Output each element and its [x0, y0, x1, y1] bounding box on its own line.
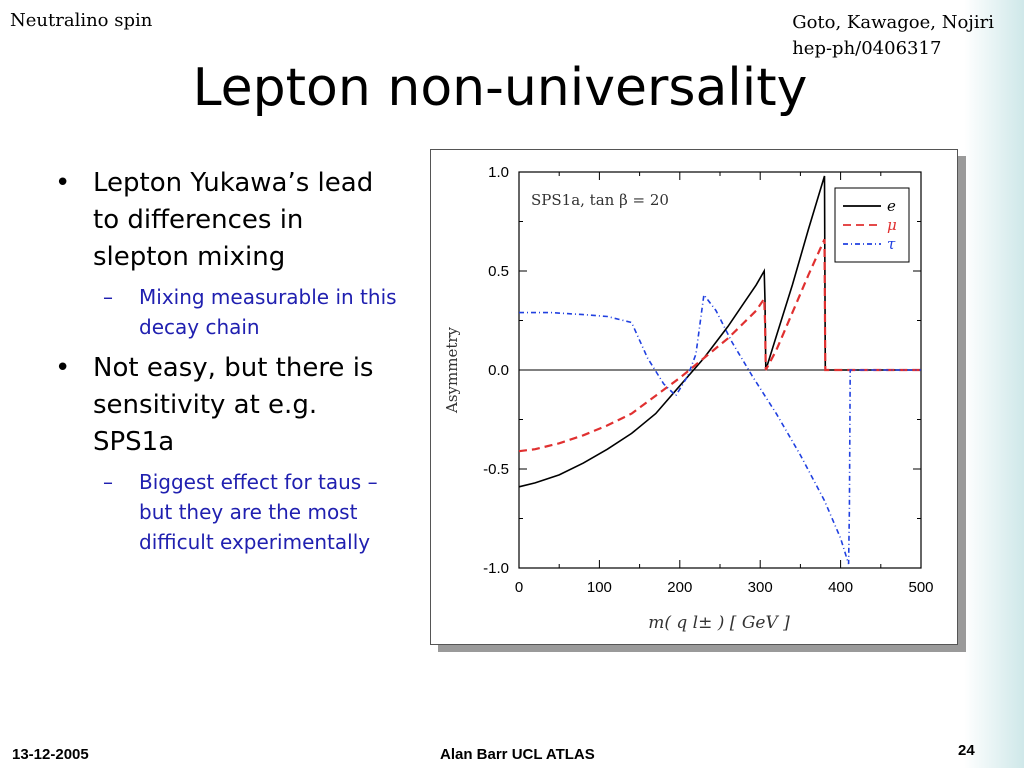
x-tick-label: 100	[587, 579, 612, 596]
y-axis-label: Asymmetry	[443, 326, 461, 414]
header-reference: Goto, Kawagoe, Nojiri hep-ph/0406317	[792, 10, 994, 62]
slide-title: Lepton non-universality	[192, 58, 808, 118]
y-tick-label: -1.0	[483, 560, 509, 577]
x-tick-label: 0	[515, 579, 523, 596]
sub-bullet-text: Mixing measurable in this decay chain	[139, 285, 397, 339]
chart-series	[518, 175, 921, 565]
chart-legend: eμτ	[834, 187, 910, 263]
header-arxiv-id: hep-ph/0406317	[792, 38, 942, 59]
footer-presenter: Alan Barr UCL ATLAS	[440, 746, 595, 763]
bullet-dot-icon: •	[55, 353, 71, 383]
x-tick-label: 500	[908, 579, 933, 596]
y-tick-label: 1.0	[488, 164, 509, 181]
x-tick-label: 400	[828, 579, 853, 596]
legend-label: τ	[887, 235, 896, 253]
x-axis-label: m( q l± ) [ GeV ]	[648, 613, 790, 633]
chart-frame: 0 100 200 300 400 500 1.0 0.5 0.0 -0.5 -1.0 SPS1a,…	[430, 149, 958, 645]
bullet-dot-icon: •	[55, 168, 71, 198]
bullet-text: Lepton Yukawa’s lead to differences in s…	[93, 168, 374, 272]
dash-icon: –	[103, 285, 113, 309]
chart-annotation: SPS1a, tan β = 20	[531, 191, 669, 209]
x-tick-label: 300	[748, 579, 773, 596]
asymmetry-chart: 0 100 200 300 400 500 1.0 0.5 0.0 -0.5 -1.0 SPS1a,…	[443, 164, 934, 633]
series-line	[518, 238, 921, 453]
bullet-text: Not easy, but there is sensitivity at e.…	[93, 353, 374, 457]
header-topic: Neutralino spin	[10, 10, 153, 31]
bullet-item: • Not easy, but there is sensitivity at …	[55, 350, 400, 461]
sub-bullet-text: Biggest effect for taus – but they are t…	[139, 470, 378, 554]
y-tick-label: 0.0	[488, 362, 509, 379]
series-line	[518, 175, 921, 488]
header-authors: Goto, Kawagoe, Nojiri	[792, 12, 994, 33]
dash-icon: –	[103, 470, 113, 494]
slide-side-gradient	[964, 0, 1024, 768]
series-line	[519, 292, 921, 565]
footer-date: 13-12-2005	[12, 746, 89, 763]
y-tick-label: -0.5	[483, 461, 509, 478]
bullet-item: • Lepton Yukawa’s lead to differences in…	[55, 165, 400, 276]
y-tick-label: 0.5	[488, 263, 509, 280]
sub-bullet-item: – Biggest effect for taus – but they are…	[55, 467, 400, 557]
legend-label: μ	[887, 216, 897, 234]
x-tick-label: 200	[667, 579, 692, 596]
page-number: 24	[958, 742, 975, 759]
sub-bullet-item: – Mixing measurable in this decay chain	[55, 282, 400, 342]
bullet-list: • Lepton Yukawa’s lead to differences in…	[55, 165, 400, 565]
legend-label: e	[887, 197, 896, 215]
